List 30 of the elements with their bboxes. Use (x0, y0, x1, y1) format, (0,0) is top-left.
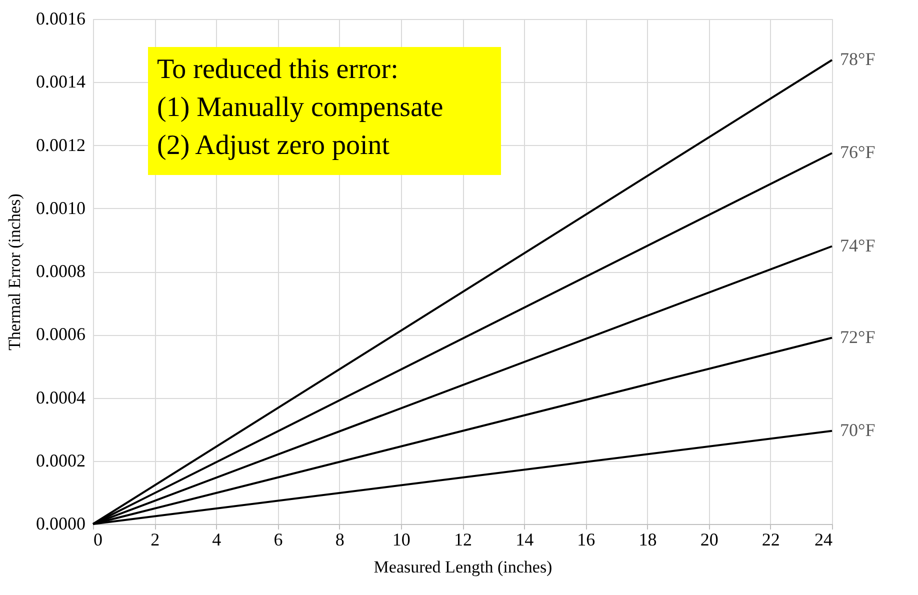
x-tick-label: 10 (392, 530, 410, 550)
x-tick-label: 20 (700, 530, 718, 550)
x-tick-label: 4 (212, 530, 222, 550)
y-tick-label: 0.0002 (36, 450, 86, 470)
y-axis-title: Thermal Error (inches) (5, 194, 24, 350)
series-label: 78°F (840, 49, 876, 70)
y-tick-label: 0.0014 (36, 72, 86, 92)
y-tick-label: 0.0008 (36, 261, 86, 281)
x-tick-label: 16 (577, 530, 596, 550)
x-tick-label: 18 (638, 530, 657, 550)
y-tick-label: 0.0006 (36, 324, 86, 344)
x-tick-label: 24 (814, 530, 832, 550)
x-tick-label: 2 (150, 530, 160, 550)
y-tick-label: 0.0012 (36, 134, 86, 155)
x-axis-title: Measured Length (inches) (374, 558, 552, 576)
series-label: 76°F (840, 142, 876, 162)
x-tick-label: 8 (335, 530, 344, 550)
series-label: 74°F (840, 235, 876, 256)
y-tick-label: 0.0000 (36, 514, 86, 534)
x-tick-label: 6 (274, 530, 283, 550)
y-tick-label: 0.0010 (36, 198, 86, 218)
x-tick-label: 12 (454, 530, 472, 550)
series-label: 70°F (840, 420, 876, 440)
y-tick-label: 0.0004 (36, 387, 86, 408)
x-tick-label: 22 (762, 530, 780, 550)
x-tick-label: 0 (94, 530, 102, 550)
x-tick-label: 14 (516, 530, 534, 550)
series-label: 72°F (840, 326, 876, 347)
y-tick-label: 0.0016 (36, 8, 86, 28)
annotation: To reduced this error: (1) Manually compensate (2) Adjust zero point (157, 54, 444, 161)
